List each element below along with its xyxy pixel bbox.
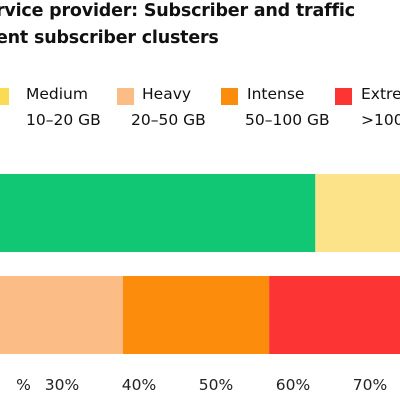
legend-range-extreme: >100	[361, 111, 400, 129]
legend-label-intense: Intense	[247, 85, 305, 103]
legend-swatch-intense	[221, 88, 238, 105]
bar-2-segment-heavy	[0, 276, 123, 354]
x-tick-label: 30%	[45, 376, 79, 394]
legend-range-intense: 50–100 GB	[245, 111, 330, 129]
x-tick-label: 50%	[199, 376, 233, 394]
x-tick-label: 70%	[353, 376, 387, 394]
bar-1-segment-medium	[315, 174, 400, 252]
x-tick-label: 60%	[276, 376, 310, 394]
x-tick-label: 40%	[122, 376, 156, 394]
legend-swatch-heavy	[117, 88, 134, 105]
legend-swatch-medium	[0, 88, 9, 105]
bar-1-segment-light	[0, 174, 316, 252]
chart-title-line-2: ent subscriber clusters	[0, 28, 219, 48]
chart-title-line-1: rvice provider: Subscriber and traffic	[0, 1, 355, 21]
chart-title: rvice provider: Subscriber and traffic e…	[0, 0, 355, 52]
legend-label-medium: Medium	[26, 85, 88, 103]
legend-label-extreme: Extre	[361, 85, 400, 103]
bar-2-segment-intense	[122, 276, 270, 354]
bar-2-segment-extreme	[269, 276, 400, 354]
x-tick-label: %	[16, 376, 31, 394]
legend-label-heavy: Heavy	[142, 85, 192, 103]
legend-swatch-extreme	[335, 88, 352, 105]
legend-range-medium: 10–20 GB	[26, 111, 101, 129]
legend-range-heavy: 20–50 GB	[131, 111, 206, 129]
